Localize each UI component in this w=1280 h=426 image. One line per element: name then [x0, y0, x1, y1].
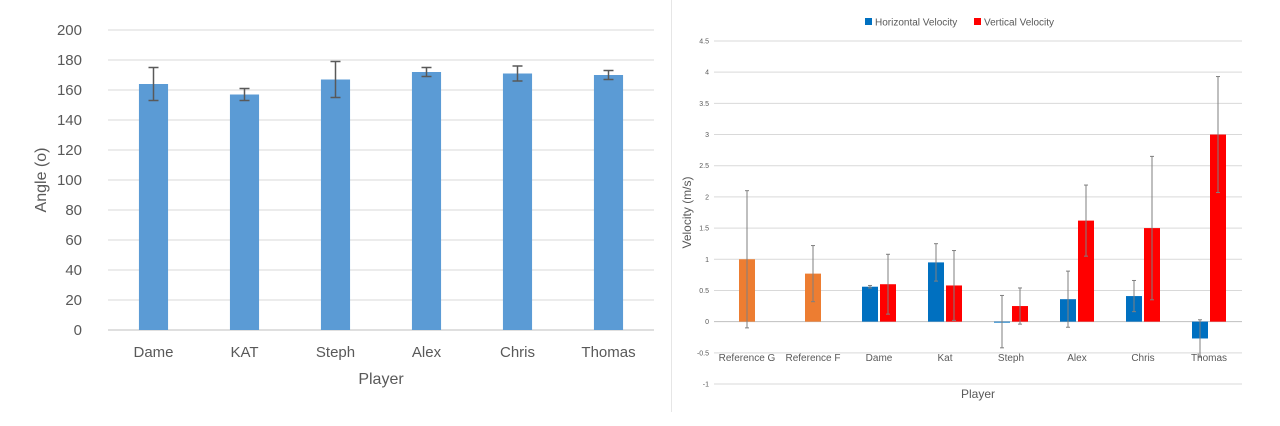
x-tick-label: Chris: [500, 344, 535, 361]
x-tick-label: Reference F: [785, 353, 840, 364]
bar-horizontal-velocity: [928, 262, 944, 322]
y-tick-label: 0.5: [699, 288, 709, 295]
x-tick-label: Kat: [937, 353, 952, 364]
panel-divider: [671, 0, 672, 412]
x-tick-label: Dame: [133, 344, 173, 361]
y-tick-label: 3: [705, 132, 709, 139]
y-tick-label: 200: [57, 22, 82, 39]
y-tick-label: 180: [57, 52, 82, 69]
bar: [593, 75, 624, 330]
y-tick-label: 0: [705, 319, 709, 326]
bar: [320, 79, 351, 330]
y-tick-label: 2.5: [699, 163, 709, 170]
y-tick-label: 20: [65, 292, 82, 309]
bar: [502, 73, 533, 330]
y-tick-label: 4.5: [699, 39, 709, 46]
legend-swatch-horizontal: [865, 18, 872, 25]
y-tick-label: 160: [57, 82, 82, 99]
y-tick-label: 100: [57, 172, 82, 189]
x-tick-label: Steph: [316, 344, 355, 361]
x-axis-label: Player: [358, 371, 404, 388]
y-tick-label: 60: [65, 232, 82, 249]
x-tick-label: Thomas: [581, 344, 635, 361]
legend-label-vertical: Vertical Velocity: [984, 18, 1054, 29]
y-tick-label: 1.5: [699, 226, 709, 233]
y-tick-label: 140: [57, 112, 82, 129]
x-tick-label: Alex: [1067, 353, 1086, 364]
velocity-bar-chart: -1 -0.5 0 0.5 1 1.5 2 2.5 3 3.5 4 4.5 Reference G Ref…: [680, 18, 1242, 401]
bar-horizontal-velocity: [862, 286, 878, 322]
y-tick-label: 1: [705, 257, 709, 264]
bar: [411, 72, 442, 330]
x-tick-label: Alex: [412, 344, 442, 361]
y-tick-label: -0.5: [697, 350, 709, 357]
y-tick-label: 120: [57, 142, 82, 159]
bar: [229, 94, 260, 330]
x-tick-label: Steph: [998, 353, 1024, 364]
y-axis-label: Velocity (m/s): [680, 176, 694, 248]
y-tick-label: 3.5: [699, 101, 709, 108]
bar-vertical-velocity: [1078, 220, 1094, 322]
y-tick-label: 80: [65, 202, 82, 219]
x-tick-label: Chris: [1131, 353, 1154, 364]
y-tick-label: 40: [65, 262, 82, 279]
x-tick-label: Reference G: [719, 353, 776, 364]
y-tick-label: -1: [703, 382, 709, 389]
angle-bar-chart: 0 20 40 60 80 100 120 140 160 180 200 Dame KAT Steph A…: [33, 22, 654, 388]
y-axis-label: Angle (o): [33, 148, 50, 213]
x-tick-label: Dame: [866, 353, 893, 364]
legend-label-horizontal: Horizontal Velocity: [875, 18, 957, 29]
y-tick-label: 2: [705, 194, 709, 201]
bar: [138, 84, 169, 330]
x-axis-label: Player: [961, 387, 995, 401]
legend-swatch-vertical: [974, 18, 981, 25]
x-tick-label: Thomas: [1191, 353, 1227, 364]
y-tick-label: 4: [705, 70, 709, 77]
x-tick-label: KAT: [230, 344, 258, 361]
y-tick-label: 0: [74, 322, 82, 339]
bar-vertical-velocity: [1210, 134, 1226, 322]
